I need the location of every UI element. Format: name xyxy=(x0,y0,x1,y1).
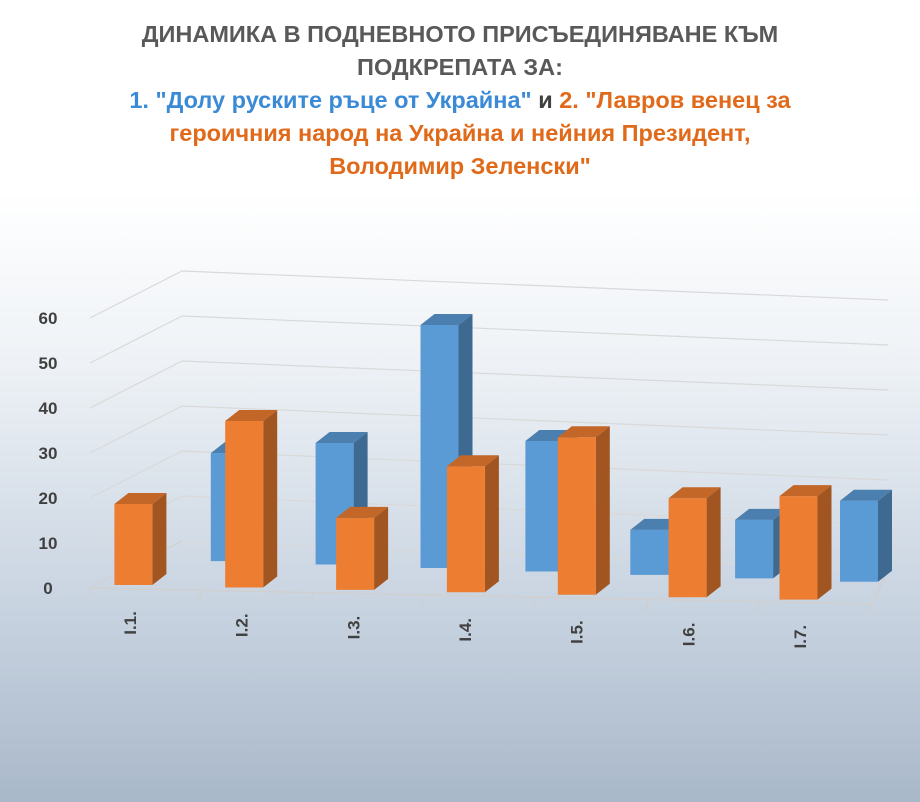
bar-side xyxy=(595,426,610,595)
x-tick-label: I.5. xyxy=(568,620,587,644)
y-tick-label: 20 xyxy=(39,489,58,508)
bar-series2 xyxy=(668,487,721,598)
bar-series1 xyxy=(840,489,892,582)
bar-top xyxy=(557,426,610,438)
chart-title: ДИНАМИКА В ПОДНЕВНОТО ПРИСЪЕДИНЯВАНЕ КЪМ… xyxy=(0,18,920,183)
x-tick xyxy=(756,601,761,612)
x-tick-label: I.6. xyxy=(679,623,698,647)
bar-top xyxy=(315,432,368,443)
x-tick-label: I.1. xyxy=(121,611,140,635)
gridline xyxy=(181,360,889,391)
bar-series2 xyxy=(114,493,167,585)
x-tick xyxy=(644,599,650,610)
x-tick-label: I.2. xyxy=(233,613,252,637)
bar-top xyxy=(446,455,499,467)
bar-front xyxy=(668,498,707,598)
bar-top xyxy=(668,487,721,499)
bar-front xyxy=(557,437,596,595)
x-axis xyxy=(86,587,873,615)
bar-top xyxy=(735,508,788,520)
bar-front xyxy=(446,466,485,593)
x-tick xyxy=(868,603,873,615)
y-tick-label: 60 xyxy=(39,309,58,328)
bar-top xyxy=(840,489,892,501)
x-tick xyxy=(421,594,426,606)
bar-series2 xyxy=(225,410,278,588)
x-tick-label: I.7. xyxy=(791,625,810,649)
bar-front xyxy=(114,504,153,585)
bar-series2 xyxy=(557,426,610,595)
title-line-2: ПОДКРЕПАТА ЗА: xyxy=(357,54,563,80)
bar-side xyxy=(152,493,167,585)
bar-side xyxy=(706,487,721,598)
bar-top xyxy=(779,485,832,497)
bar-top xyxy=(336,506,389,518)
gridline-side xyxy=(89,270,183,319)
gridline-side xyxy=(89,450,183,499)
x-tick xyxy=(533,596,538,608)
x-tick xyxy=(309,592,315,603)
bar-series2 xyxy=(336,506,389,590)
bar-side xyxy=(263,410,278,588)
bar-top xyxy=(225,410,278,421)
x-tick-label: I.3. xyxy=(344,616,363,640)
bar-front xyxy=(225,421,264,588)
y-tick-label: 0 xyxy=(43,579,52,598)
gridline xyxy=(181,405,889,436)
y-tick-label: 50 xyxy=(39,354,58,373)
bar-front xyxy=(779,496,818,600)
title-series-2-part-2: героичния народ на Украйна и нейния През… xyxy=(169,120,751,146)
bar-series2 xyxy=(779,485,832,600)
gridline-side xyxy=(89,360,183,409)
x-tick-label: I.4. xyxy=(456,618,475,642)
title-series-2-part-3: Володимир Зеленски" xyxy=(329,153,591,179)
gridline-side xyxy=(89,405,183,454)
y-tick-label: 40 xyxy=(39,399,58,418)
bar-side xyxy=(878,489,892,582)
bars xyxy=(114,314,892,600)
bar-front xyxy=(336,517,375,590)
title-series-1: 1. "Долу руските ръце от Украйна" xyxy=(129,87,532,113)
title-line-1: ДИНАМИКА В ПОДНЕВНОТО ПРИСЪЕДИНЯВАНЕ КЪМ xyxy=(141,21,779,47)
x-tick-labels: I.1. I.2. I.3. I.4. I.5. I.6. I.7. xyxy=(121,611,810,648)
bar-front xyxy=(630,529,669,575)
bar-side xyxy=(817,485,832,600)
bar-front xyxy=(735,519,774,579)
gridline-side xyxy=(89,315,183,364)
title-connector: и xyxy=(538,87,553,113)
gridline xyxy=(181,270,889,301)
gridline xyxy=(181,315,889,346)
bar-front xyxy=(840,500,878,582)
bar-top xyxy=(420,314,473,325)
bar-series2 xyxy=(446,455,499,593)
bar-series1 xyxy=(735,508,788,579)
y-tick-label: 10 xyxy=(39,534,58,553)
y-tick-label: 30 xyxy=(39,444,58,463)
x-tick xyxy=(198,590,203,601)
bar-top xyxy=(114,493,167,504)
title-series-2-part-1: 2. "Лавров венец за xyxy=(559,87,791,113)
bar-side xyxy=(484,455,499,593)
bar-front xyxy=(525,441,564,572)
x-tick xyxy=(86,587,91,599)
bar-side xyxy=(374,506,389,590)
